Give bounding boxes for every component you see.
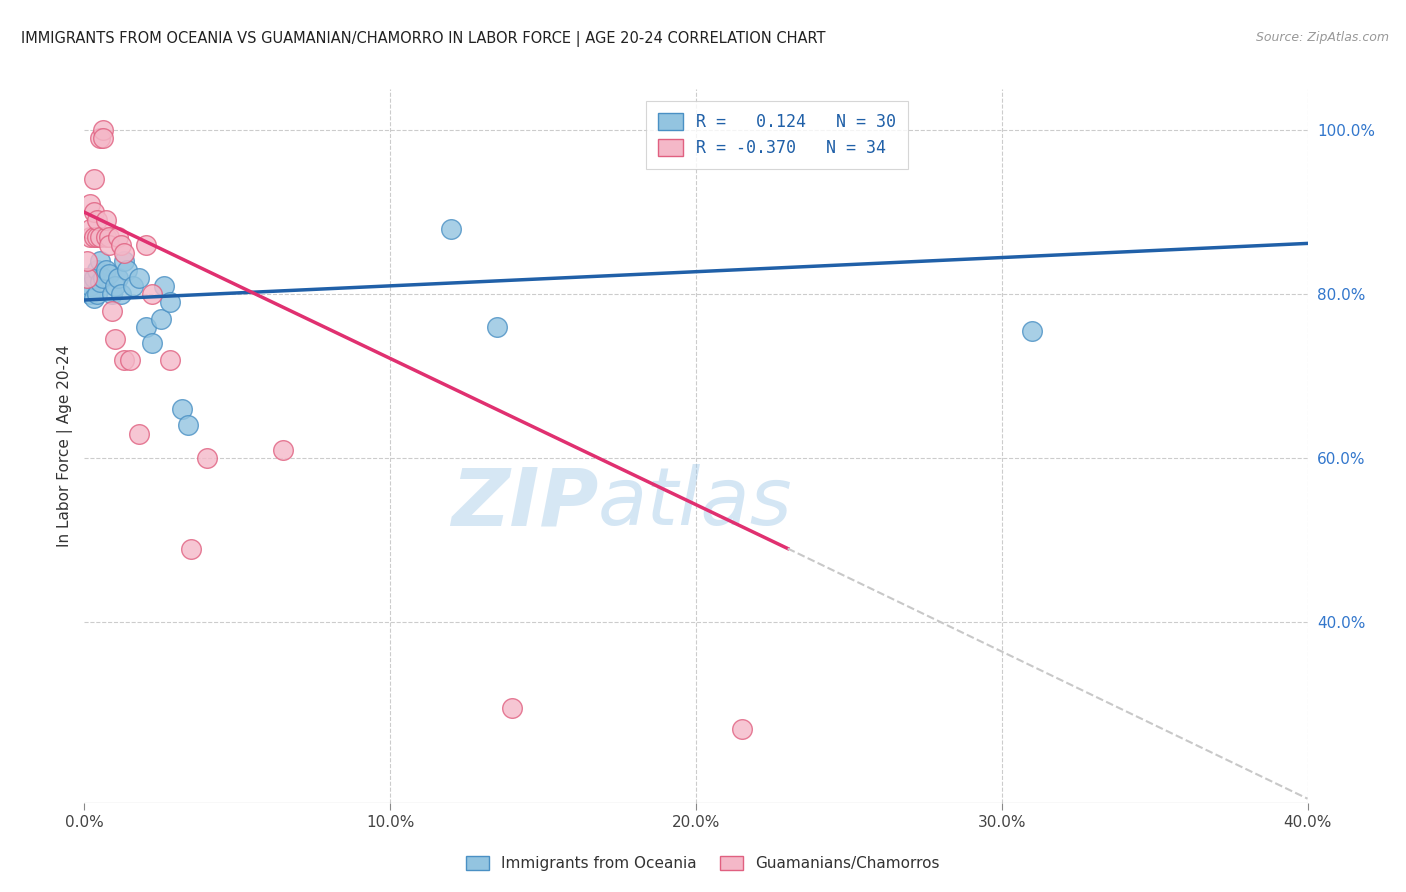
Point xyxy=(180,541,202,556)
Text: atlas: atlas xyxy=(598,464,793,542)
Point xyxy=(486,320,509,334)
Point xyxy=(128,426,150,441)
Point xyxy=(195,451,218,466)
Point xyxy=(91,131,114,145)
Point xyxy=(101,287,124,301)
Point xyxy=(86,230,108,244)
Point xyxy=(104,279,127,293)
Point xyxy=(89,254,111,268)
Point xyxy=(502,701,524,715)
Point xyxy=(76,270,98,285)
Point xyxy=(104,332,127,346)
Point xyxy=(440,221,463,235)
Point xyxy=(97,238,120,252)
Point xyxy=(101,303,124,318)
Point xyxy=(89,230,111,244)
Point xyxy=(128,270,150,285)
Text: IMMIGRANTS FROM OCEANIA VS GUAMANIAN/CHAMORRO IN LABOR FORCE | AGE 20-24 CORRELA: IMMIGRANTS FROM OCEANIA VS GUAMANIAN/CHA… xyxy=(21,31,825,47)
Point xyxy=(115,262,138,277)
Point xyxy=(135,320,157,334)
Legend: Immigrants from Oceania, Guamanians/Chamorros: Immigrants from Oceania, Guamanians/Cham… xyxy=(460,850,946,877)
Point xyxy=(159,295,181,310)
Point xyxy=(94,213,117,227)
Point xyxy=(122,279,145,293)
Point xyxy=(271,443,294,458)
Point xyxy=(83,230,105,244)
Point xyxy=(141,336,163,351)
Point xyxy=(86,287,108,301)
Point xyxy=(112,246,135,260)
Point xyxy=(94,230,117,244)
Point xyxy=(79,230,101,244)
Point xyxy=(79,221,101,235)
Point xyxy=(79,279,101,293)
Point xyxy=(76,270,98,285)
Point xyxy=(141,287,163,301)
Point xyxy=(91,123,114,137)
Point xyxy=(91,270,114,285)
Point xyxy=(731,722,754,736)
Point xyxy=(120,352,142,367)
Point xyxy=(89,275,111,289)
Point xyxy=(110,238,132,252)
Legend: R =   0.124   N = 30, R = -0.370   N = 34: R = 0.124 N = 30, R = -0.370 N = 34 xyxy=(647,101,908,169)
Point xyxy=(83,270,105,285)
Point xyxy=(79,287,101,301)
Text: Source: ZipAtlas.com: Source: ZipAtlas.com xyxy=(1256,31,1389,45)
Point xyxy=(1021,324,1043,338)
Point xyxy=(79,197,101,211)
Y-axis label: In Labor Force | Age 20-24: In Labor Force | Age 20-24 xyxy=(58,345,73,547)
Point xyxy=(97,267,120,281)
Point xyxy=(86,262,108,277)
Point xyxy=(83,291,105,305)
Point xyxy=(177,418,200,433)
Point xyxy=(89,131,111,145)
Point xyxy=(94,262,117,277)
Point xyxy=(110,287,132,301)
Point xyxy=(107,270,129,285)
Point xyxy=(135,238,157,252)
Point xyxy=(86,213,108,227)
Point xyxy=(159,352,181,367)
Point xyxy=(172,402,194,417)
Point xyxy=(149,311,172,326)
Point xyxy=(107,230,129,244)
Point xyxy=(153,279,176,293)
Point xyxy=(97,230,120,244)
Point xyxy=(112,254,135,268)
Point xyxy=(76,254,98,268)
Point xyxy=(83,172,105,186)
Text: ZIP: ZIP xyxy=(451,464,598,542)
Point xyxy=(83,205,105,219)
Point xyxy=(112,352,135,367)
